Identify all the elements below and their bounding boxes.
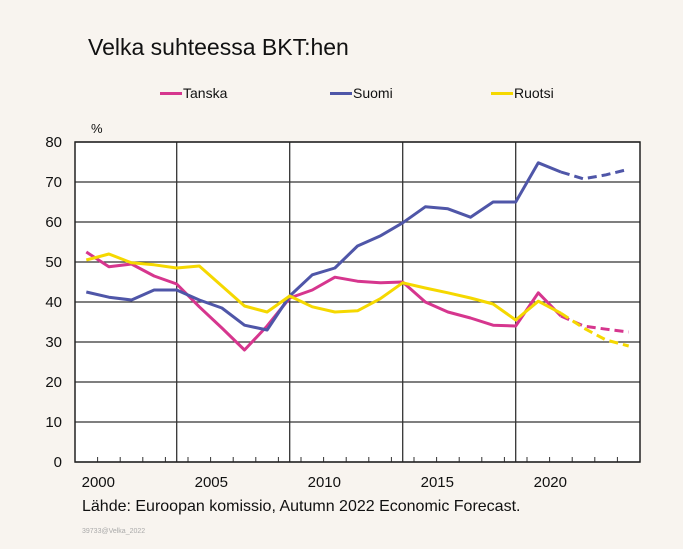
legend-swatch-ruotsi: [491, 91, 513, 95]
series-line-tanska: [85, 250, 562, 352]
y-tick-label: 20: [45, 374, 62, 391]
y-tick-label: 30: [45, 334, 62, 351]
legend-item-suomi: Suomi: [330, 85, 393, 101]
legend-label-suomi: Suomi: [353, 85, 393, 101]
x-tick-label: 2000: [82, 474, 115, 491]
legend-swatch-suomi: [330, 91, 352, 95]
source-note: Lähde: Euroopan komissio, Autumn 2022 Ec…: [82, 498, 521, 515]
x-tick-label: 2015: [421, 474, 454, 491]
x-tick-label: 2005: [195, 474, 228, 491]
y-tick-label: 0: [54, 454, 62, 471]
plot-border: [74, 141, 641, 463]
y-axis-unit-label: %: [91, 121, 103, 136]
series-forecast-suomi: [560, 167, 630, 181]
y-tick-label: 10: [45, 414, 62, 431]
y-tick-label: 50: [45, 254, 62, 271]
legend-label-tanska: Tanska: [183, 85, 228, 101]
y-tick-label: 80: [45, 134, 62, 151]
legend-item-ruotsi: Ruotsi: [491, 85, 554, 101]
chart-title: Velka suhteessa BKT:hen: [88, 34, 349, 60]
legend-item-tanska: Tanska: [160, 85, 227, 101]
series-forecast-ruotsi: [560, 311, 630, 348]
x-tick-label: 2010: [308, 474, 341, 491]
chart-code: 39733@Velka_2022: [82, 528, 146, 535]
legend-swatch-tanska: [160, 91, 182, 95]
series-forecast-tanska: [560, 314, 629, 334]
series-line-suomi: [85, 161, 562, 332]
series-line-ruotsi: [85, 252, 562, 322]
x-tick-label: 2020: [534, 474, 567, 491]
legend-label-ruotsi: Ruotsi: [514, 85, 554, 101]
y-tick-label: 70: [45, 174, 62, 191]
y-tick-label: 40: [45, 294, 62, 311]
y-tick-label: 60: [45, 214, 62, 231]
